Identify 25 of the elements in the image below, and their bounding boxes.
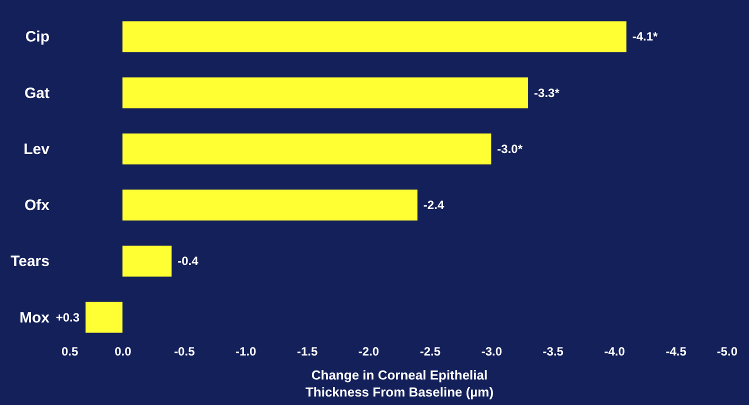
x-tick-label: 0.5 bbox=[62, 344, 79, 358]
x-tick-label: -0.5 bbox=[174, 344, 196, 358]
y-tick-label: Ofx bbox=[24, 197, 50, 214]
x-axis-title: Change in Corneal Epithelial Thickness From Baseline (µm) bbox=[305, 368, 494, 400]
x-tick-label: 0.0 bbox=[114, 344, 132, 358]
x-tick-label: -2.5 bbox=[420, 344, 441, 358]
x-tick-label: -2.0 bbox=[358, 344, 380, 358]
y-tick-label: Gat bbox=[24, 84, 50, 102]
data-label: -3.0* bbox=[497, 142, 523, 156]
data-label: -4.1* bbox=[632, 30, 658, 44]
x-tick-label: -4.5 bbox=[666, 344, 687, 358]
data-label: -0.4 bbox=[178, 254, 199, 268]
data-label: -2.4 bbox=[423, 198, 444, 212]
data-label: -3.3* bbox=[534, 86, 560, 100]
y-tick-label: Lev bbox=[24, 140, 50, 158]
x-tick-label: -3.0 bbox=[481, 344, 502, 358]
y-tick-label: Mox bbox=[20, 309, 50, 326]
data-label: +0.3 bbox=[56, 310, 80, 324]
x-tick-label: -4.0 bbox=[604, 344, 626, 358]
x-tick-label: -1.0 bbox=[236, 344, 257, 358]
x-tick-label: -1.5 bbox=[296, 344, 318, 358]
y-tick-label: Cip bbox=[25, 28, 50, 46]
x-tick-label: -3.5 bbox=[542, 344, 564, 358]
x-tick-label: -5.0 bbox=[716, 344, 738, 358]
y-tick-label: Tears bbox=[10, 253, 50, 270]
